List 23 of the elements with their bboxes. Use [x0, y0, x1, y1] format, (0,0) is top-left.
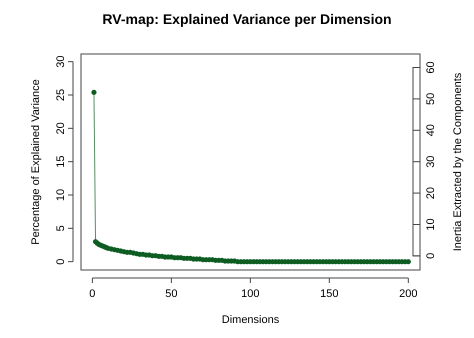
chart-title: RV-map: Explained Variance per Dimension	[102, 11, 392, 27]
y-tick-label: 0	[55, 258, 67, 265]
x-tick-label: 200	[399, 288, 418, 300]
y2-tick-label: 30	[425, 156, 437, 168]
y2-tick-label: 60	[425, 61, 437, 74]
y-tick-label: 30	[55, 56, 67, 68]
y-tick-label: 25	[55, 88, 67, 102]
y2-tick-label: 50	[425, 92, 437, 106]
y-axis-title: Percentage of Explained Variance	[30, 79, 42, 245]
x-tick-label: 100	[241, 288, 260, 300]
y2-tick-label: 20	[425, 186, 437, 200]
x-axis-title: Dimensions	[222, 314, 280, 326]
y-tick-label: 20	[55, 122, 67, 134]
x-tick-label: 0	[89, 288, 96, 300]
y-tick-label: 5	[55, 225, 67, 232]
y2-tick-label: 40	[425, 124, 437, 136]
y-tick-label: 15	[55, 156, 67, 168]
y2-tick-label: 0	[425, 252, 437, 259]
y-tick-label: 10	[55, 188, 67, 202]
x-tick-label: 150	[320, 288, 339, 300]
x-tick-label: 50	[165, 288, 178, 300]
y2-axis-title: Inertia Extracted by the Components	[452, 72, 464, 252]
y2-tick-label: 10	[425, 218, 437, 231]
